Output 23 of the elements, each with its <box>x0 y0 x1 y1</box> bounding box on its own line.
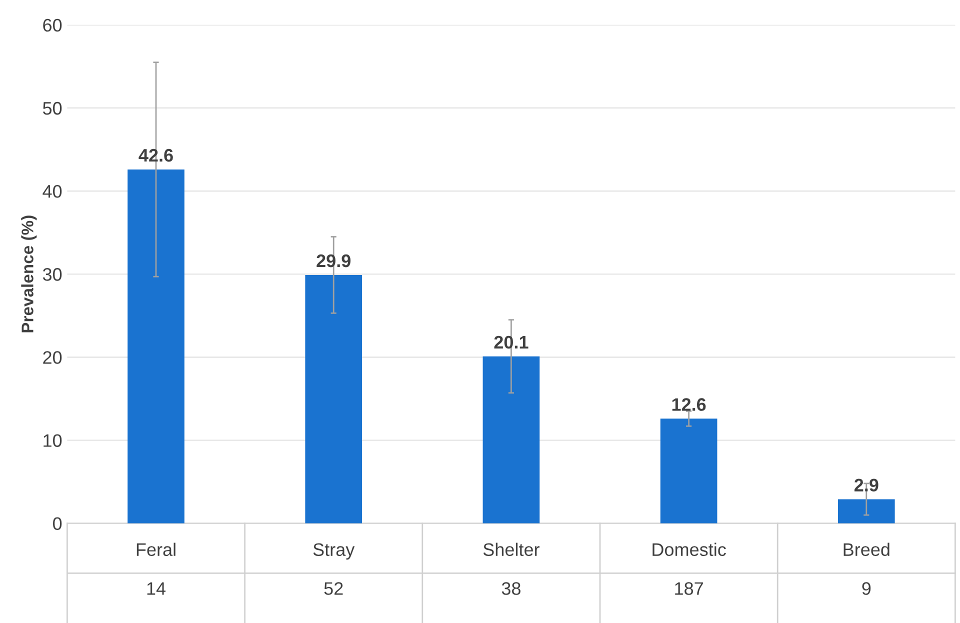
y-tick-label: 20 <box>43 351 62 364</box>
data-label: 42.6 <box>138 148 173 162</box>
bar <box>660 418 718 524</box>
data-label: 29.9 <box>316 254 351 268</box>
y-axis-title: Prevalence (%) <box>21 216 37 332</box>
category-label: Feral 14 <box>136 542 176 595</box>
bar <box>305 274 362 524</box>
category-label: Shelter 38 <box>483 542 540 595</box>
data-label: 12.6 <box>672 398 706 411</box>
y-tick-label: 30 <box>42 268 62 281</box>
data-label: 2.9 <box>854 478 878 492</box>
bar <box>482 356 540 524</box>
data-label: 20.1 <box>494 336 528 349</box>
category-label: Stray 52 <box>313 543 355 595</box>
bar <box>838 499 895 524</box>
y-tick-label: 10 <box>44 434 62 447</box>
y-tick-label: 50 <box>42 102 62 115</box>
category-label: Breed 9 <box>844 542 890 595</box>
bar <box>128 169 184 524</box>
y-tick-label: 60 <box>43 18 62 32</box>
category-label: Domestic 187 <box>652 542 726 595</box>
y-tick-label: 40 <box>42 184 62 198</box>
y-tick-label: 0 <box>53 517 62 530</box>
